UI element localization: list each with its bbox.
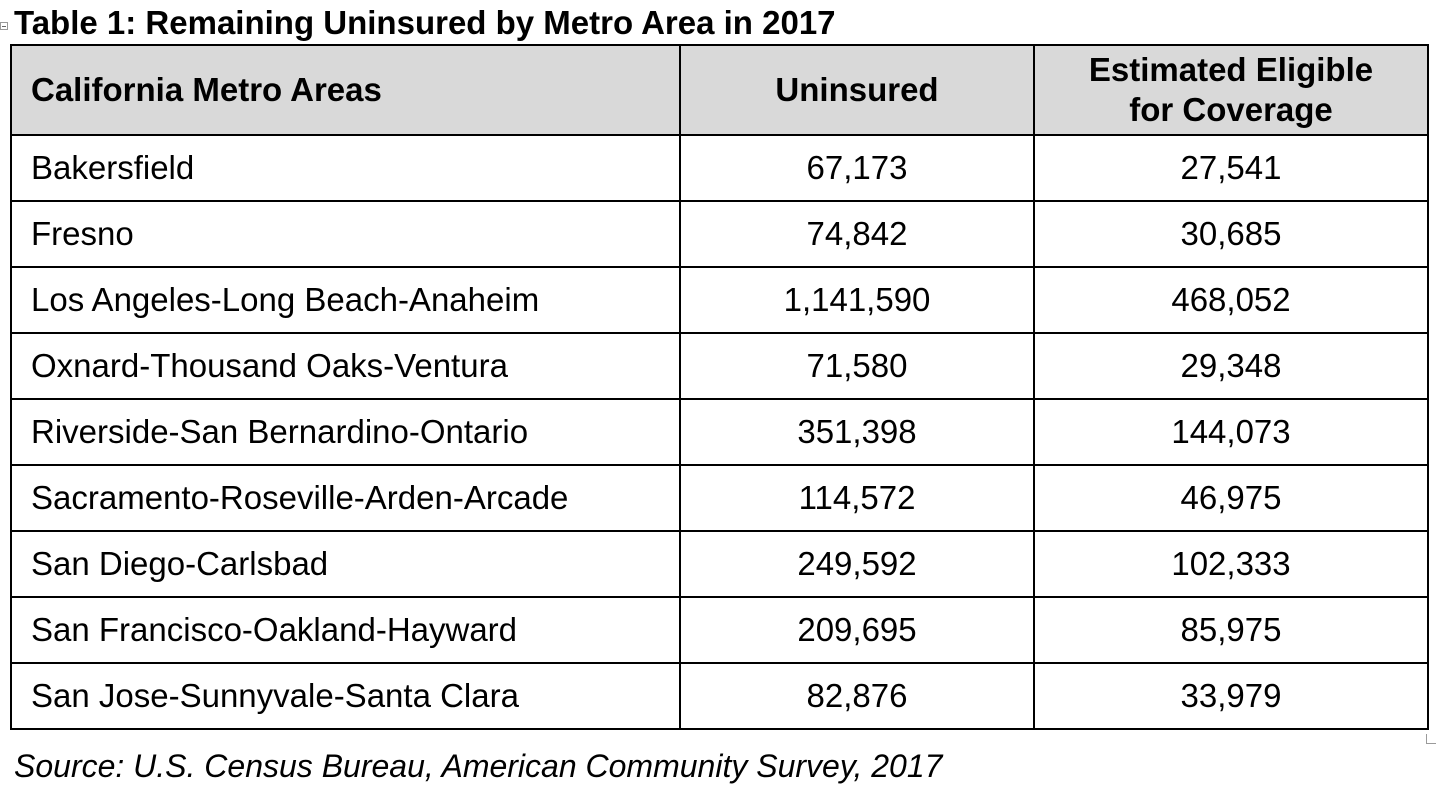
table-caption: Table 1: Remaining Uninsured by Metro Ar… bbox=[14, 4, 836, 41]
header-estimated-eligible-line1: Estimated Eligible bbox=[1088, 51, 1374, 88]
table-resize-handle-icon[interactable] bbox=[1426, 734, 1436, 744]
header-estimated-eligible-line2: for Coverage bbox=[1129, 91, 1333, 128]
table-header: California Metro Areas Uninsured Estimat… bbox=[10, 44, 1429, 136]
eligible-cell: 85,975 bbox=[1033, 596, 1429, 664]
metro-cell: San Francisco-Oakland-Hayward bbox=[10, 596, 681, 664]
uninsured-cell: 249,592 bbox=[679, 530, 1035, 598]
table-row: Fresno 74,842 30,685 bbox=[10, 200, 1429, 268]
table-row: Los Angeles-Long Beach-Anaheim 1,141,590… bbox=[10, 266, 1429, 334]
uninsured-metro-table: California Metro Areas Uninsured Estimat… bbox=[10, 44, 1429, 730]
table-row: Sacramento-Roseville-Arden-Arcade 114,57… bbox=[10, 464, 1429, 532]
metro-cell: Riverside-San Bernardino-Ontario bbox=[10, 398, 681, 466]
header-uninsured: Uninsured bbox=[679, 44, 1035, 136]
metro-cell: Bakersfield bbox=[10, 134, 681, 202]
table-row: Oxnard-Thousand Oaks-Ventura 71,580 29,3… bbox=[10, 332, 1429, 400]
uninsured-cell: 209,695 bbox=[679, 596, 1035, 664]
table-row: San Jose-Sunnyvale-Santa Clara 82,876 33… bbox=[10, 662, 1429, 730]
table-move-handle-icon[interactable] bbox=[0, 22, 8, 30]
metro-cell: San Diego-Carlsbad bbox=[10, 530, 681, 598]
header-metro-areas: California Metro Areas bbox=[10, 44, 681, 136]
metro-cell: Oxnard-Thousand Oaks-Ventura bbox=[10, 332, 681, 400]
uninsured-cell: 1,141,590 bbox=[679, 266, 1035, 334]
table-row: Bakersfield 67,173 27,541 bbox=[10, 134, 1429, 202]
uninsured-cell: 114,572 bbox=[679, 464, 1035, 532]
eligible-cell: 468,052 bbox=[1033, 266, 1429, 334]
eligible-cell: 30,685 bbox=[1033, 200, 1429, 268]
uninsured-cell: 67,173 bbox=[679, 134, 1035, 202]
eligible-cell: 102,333 bbox=[1033, 530, 1429, 598]
eligible-cell: 27,541 bbox=[1033, 134, 1429, 202]
eligible-cell: 144,073 bbox=[1033, 398, 1429, 466]
table-row: San Francisco-Oakland-Hayward 209,695 85… bbox=[10, 596, 1429, 664]
eligible-cell: 33,979 bbox=[1033, 662, 1429, 730]
table-row: Riverside-San Bernardino-Ontario 351,398… bbox=[10, 398, 1429, 466]
metro-cell: Sacramento-Roseville-Arden-Arcade bbox=[10, 464, 681, 532]
table-body: Bakersfield 67,173 27,541 Fresno 74,842 … bbox=[10, 134, 1429, 730]
source-note: Source: U.S. Census Bureau, American Com… bbox=[14, 748, 943, 784]
uninsured-cell: 82,876 bbox=[679, 662, 1035, 730]
table-row: San Diego-Carlsbad 249,592 102,333 bbox=[10, 530, 1429, 598]
uninsured-cell: 71,580 bbox=[679, 332, 1035, 400]
metro-cell: San Jose-Sunnyvale-Santa Clara bbox=[10, 662, 681, 730]
header-estimated-eligible: Estimated Eligible for Coverage bbox=[1033, 44, 1429, 136]
uninsured-cell: 74,842 bbox=[679, 200, 1035, 268]
metro-cell: Fresno bbox=[10, 200, 681, 268]
eligible-cell: 29,348 bbox=[1033, 332, 1429, 400]
header-row: California Metro Areas Uninsured Estimat… bbox=[10, 44, 1429, 136]
eligible-cell: 46,975 bbox=[1033, 464, 1429, 532]
uninsured-cell: 351,398 bbox=[679, 398, 1035, 466]
metro-cell: Los Angeles-Long Beach-Anaheim bbox=[10, 266, 681, 334]
